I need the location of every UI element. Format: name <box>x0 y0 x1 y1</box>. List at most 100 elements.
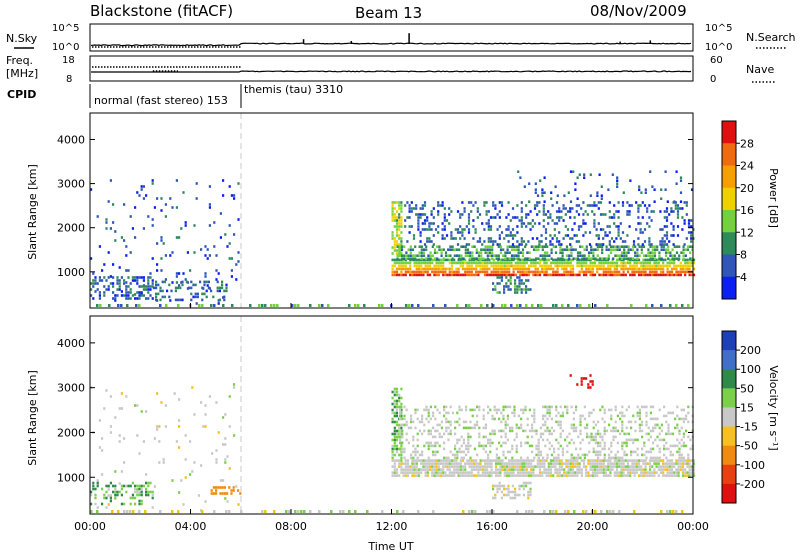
power-cell <box>492 264 495 268</box>
velocity-cell <box>502 405 505 409</box>
velocity-cell <box>466 459 469 462</box>
velocity-cell <box>151 496 154 500</box>
velocity-cell <box>160 401 163 404</box>
velocity-cell <box>537 453 540 457</box>
velocity-cell <box>546 405 549 409</box>
power-cell <box>626 234 629 237</box>
velocity-cell <box>215 449 218 452</box>
velocity-cell <box>96 510 99 513</box>
velocity-cell <box>586 435 589 439</box>
power-cell <box>615 267 619 271</box>
power-cell <box>542 210 545 213</box>
power-cell <box>614 254 617 257</box>
power-cell <box>604 231 607 234</box>
power-cell <box>498 282 501 285</box>
velocity-cell <box>681 471 685 474</box>
velocity-cell <box>550 426 553 430</box>
velocity-cell <box>563 471 566 474</box>
power-cell <box>563 270 566 274</box>
velocity-cell <box>467 441 470 445</box>
power-cell <box>431 245 434 248</box>
power-cell <box>134 236 137 239</box>
power-cell <box>393 219 396 222</box>
power-cell <box>573 234 576 237</box>
velocity-cell <box>507 484 510 488</box>
y-tick-label: 1000 <box>57 471 85 484</box>
power-cell <box>514 261 517 265</box>
power-cell <box>603 257 606 260</box>
velocity-cell <box>543 462 546 465</box>
velocity-cell <box>538 471 542 474</box>
power-cell <box>534 267 537 271</box>
y-tick-label: 2000 <box>57 222 85 235</box>
velocity-cell <box>682 435 685 439</box>
power-cell <box>607 264 610 268</box>
power-cell <box>396 254 399 257</box>
velocity-cell <box>493 432 496 436</box>
velocity-cell <box>566 450 569 454</box>
power-cell <box>558 216 561 219</box>
velocity-cell <box>429 429 432 433</box>
power-cell <box>535 257 538 260</box>
power-cell <box>593 261 597 265</box>
velocity-cell <box>134 484 137 488</box>
power-cell <box>651 248 654 251</box>
velocity-cell <box>592 408 595 412</box>
power-cell <box>498 243 501 246</box>
velocity-cell <box>690 474 693 477</box>
power-cell <box>522 288 525 291</box>
velocity-cell <box>425 441 428 445</box>
power-cell <box>261 304 264 307</box>
power-cell <box>149 276 152 279</box>
velocity-cell <box>594 441 597 445</box>
power-cell <box>406 270 410 274</box>
power-cell <box>674 201 677 204</box>
power-cell <box>582 219 585 222</box>
power-cell <box>231 304 234 307</box>
velocity-cell <box>94 502 97 506</box>
power-cell <box>497 254 500 257</box>
power-cell <box>460 257 463 260</box>
power-cell <box>411 254 415 257</box>
velocity-cell <box>655 459 658 462</box>
velocity-cell <box>675 471 678 474</box>
power-cell <box>216 280 219 284</box>
power-cell <box>435 261 438 265</box>
velocity-cell <box>487 453 490 457</box>
velocity-cell <box>486 474 489 477</box>
power-cell <box>621 231 625 234</box>
velocity-cell <box>453 474 456 477</box>
power-cell <box>482 257 485 260</box>
power-cell <box>464 251 467 254</box>
power-cell <box>467 216 471 219</box>
velocity-cell <box>687 420 690 424</box>
velocity-cell <box>114 470 117 473</box>
velocity-cell <box>401 432 404 436</box>
velocity-cell <box>505 465 509 468</box>
power-cell <box>147 291 150 294</box>
power-cell <box>475 261 478 265</box>
velocity-cell <box>618 471 621 474</box>
power-cell <box>411 270 414 274</box>
power-cell <box>410 207 413 210</box>
velocity-cell <box>570 456 573 460</box>
velocity-cell <box>400 426 403 430</box>
power-cell <box>567 264 570 268</box>
velocity-cell <box>663 444 666 448</box>
power-cell <box>228 257 231 260</box>
velocity-cell <box>416 408 419 412</box>
power-cell <box>691 245 694 248</box>
power-cell <box>521 254 525 257</box>
velocity-cell <box>464 474 467 477</box>
power-cell <box>151 285 154 288</box>
power-cell <box>562 207 565 210</box>
velocity-cell <box>535 447 538 451</box>
power-cell <box>467 222 471 225</box>
power-cell <box>689 245 692 248</box>
power-cell <box>501 304 504 307</box>
velocity-cell <box>114 484 117 488</box>
velocity-cell <box>450 465 454 468</box>
power-cell <box>644 273 647 277</box>
velocity-cell <box>426 471 429 474</box>
power-cell <box>562 204 565 207</box>
